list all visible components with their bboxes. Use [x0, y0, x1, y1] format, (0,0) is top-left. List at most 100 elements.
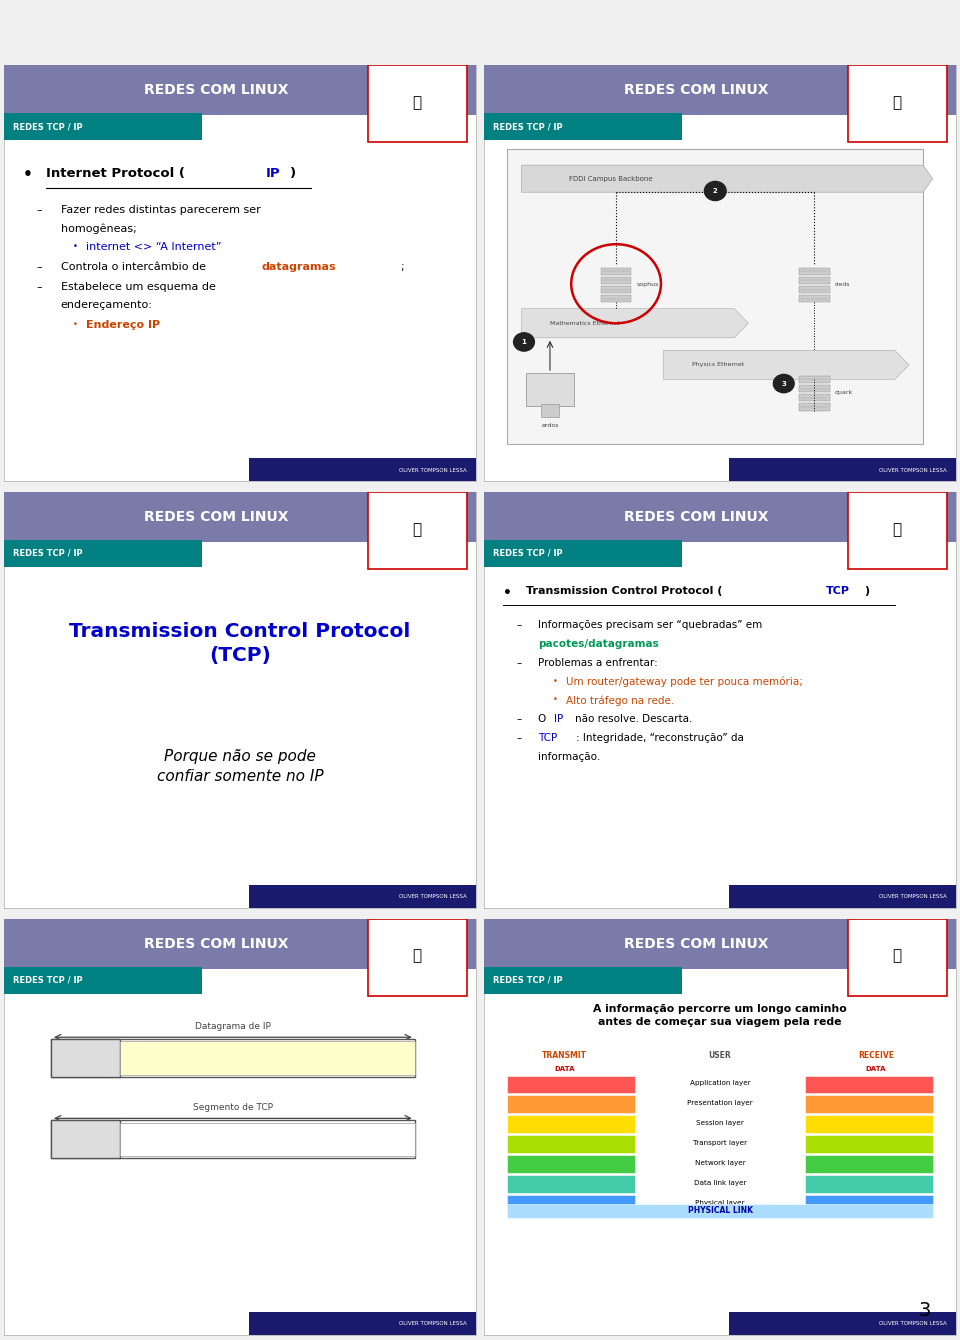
Text: Mathematics Ethernet: Mathematics Ethernet — [550, 320, 620, 326]
Text: A informação percorre um longo caminho
antes de começar sua viagem pela rede: A informação percorre um longo caminho a… — [593, 1004, 847, 1028]
Bar — [484, 66, 956, 115]
Text: PHYSICAL LINK: PHYSICAL LINK — [687, 1206, 753, 1215]
Bar — [120, 1123, 415, 1156]
Text: TRANSMIT: TRANSMIT — [541, 1051, 587, 1060]
Text: Network layer: Network layer — [695, 1160, 745, 1166]
Bar — [508, 1076, 635, 1093]
Text: REDES COM LINUX: REDES COM LINUX — [144, 511, 289, 524]
Text: Internet Protocol (: Internet Protocol ( — [46, 168, 185, 181]
Bar — [805, 1135, 932, 1152]
Text: DATA: DATA — [554, 1067, 574, 1072]
Text: Physics Ethernet: Physics Ethernet — [691, 362, 744, 367]
Text: REDES TCP / IP: REDES TCP / IP — [493, 122, 563, 131]
Bar — [508, 1115, 635, 1132]
Text: REDES COM LINUX: REDES COM LINUX — [624, 83, 769, 98]
Bar — [484, 966, 683, 993]
Text: Um router/gateway pode ter pouca memória;: Um router/gateway pode ter pouca memória… — [566, 677, 804, 687]
Bar — [508, 1155, 635, 1172]
Text: Problemas a enfrentar:: Problemas a enfrentar: — [539, 658, 658, 669]
Bar — [51, 1040, 120, 1077]
Bar — [368, 919, 467, 996]
Bar — [508, 1096, 635, 1114]
Bar — [730, 1312, 956, 1335]
Text: quark: quark — [834, 390, 852, 395]
Text: 🐧: 🐧 — [413, 949, 421, 963]
Text: Transmission Control Protocol (: Transmission Control Protocol ( — [526, 586, 723, 595]
Bar — [508, 1135, 635, 1152]
Bar — [484, 492, 956, 541]
Text: 2: 2 — [713, 188, 718, 194]
Text: FDDI Campus Backbone: FDDI Campus Backbone — [569, 176, 653, 182]
Bar — [799, 295, 829, 303]
Text: ;: ; — [400, 261, 404, 272]
Text: Informações precisam ser “quebradas” em: Informações precisam ser “quebradas” em — [539, 620, 762, 630]
Text: pacotes/datagramas: pacotes/datagramas — [539, 639, 659, 649]
Text: REDES COM LINUX: REDES COM LINUX — [144, 83, 289, 98]
Bar — [4, 113, 203, 141]
Text: OLIVER TOMPSON LESSA: OLIVER TOMPSON LESSA — [399, 468, 467, 473]
Bar — [799, 268, 829, 275]
Text: datagramas: datagramas — [261, 261, 336, 272]
Text: : Integridade, “reconstrução” da: : Integridade, “reconstrução” da — [576, 733, 744, 744]
Text: TCP: TCP — [539, 733, 558, 744]
Text: informação.: informação. — [539, 752, 600, 762]
Text: OLIVER TOMPSON LESSA: OLIVER TOMPSON LESSA — [879, 1321, 947, 1325]
Circle shape — [774, 374, 794, 393]
Text: •: • — [503, 586, 512, 599]
Text: Endereço IP: Endereço IP — [86, 320, 160, 330]
Text: REDES TCP / IP: REDES TCP / IP — [13, 976, 83, 985]
Text: O: O — [539, 714, 550, 724]
Bar — [805, 1175, 932, 1193]
Text: 1: 1 — [521, 339, 526, 344]
Text: Estabelece um esquema de: Estabelece um esquema de — [60, 281, 215, 292]
Bar — [250, 886, 476, 909]
Text: 🐧: 🐧 — [893, 523, 901, 537]
Bar — [250, 458, 476, 481]
Bar — [120, 1041, 415, 1075]
Text: •: • — [23, 168, 33, 182]
Text: –: – — [36, 205, 42, 214]
Text: Datagrama de IP: Datagrama de IP — [195, 1022, 271, 1030]
Text: OLIVER TOMPSON LESSA: OLIVER TOMPSON LESSA — [879, 894, 947, 899]
Bar — [508, 149, 924, 444]
Text: sophus: sophus — [636, 281, 659, 287]
Bar — [4, 540, 203, 567]
Bar — [4, 919, 476, 969]
Bar — [526, 373, 573, 406]
Text: REDES COM LINUX: REDES COM LINUX — [624, 937, 769, 950]
Text: internet <> “A Internet”: internet <> “A Internet” — [86, 243, 222, 252]
Text: RECEIVE: RECEIVE — [858, 1051, 894, 1060]
Bar — [848, 919, 947, 996]
Text: 🐧: 🐧 — [413, 95, 421, 110]
Text: IP: IP — [266, 168, 280, 181]
Text: –: – — [516, 658, 522, 669]
Text: •: • — [72, 320, 77, 328]
Text: OLIVER TOMPSON LESSA: OLIVER TOMPSON LESSA — [879, 468, 947, 473]
Text: TCP: TCP — [827, 586, 851, 595]
Polygon shape — [521, 165, 932, 192]
Bar — [805, 1096, 932, 1114]
Text: Transport layer: Transport layer — [693, 1140, 747, 1146]
Bar — [799, 385, 829, 393]
Bar — [730, 886, 956, 909]
Text: Segmento de TCP: Segmento de TCP — [193, 1103, 273, 1112]
Text: –: – — [516, 620, 522, 630]
Circle shape — [514, 332, 535, 351]
Text: REDES TCP / IP: REDES TCP / IP — [13, 548, 83, 557]
Bar — [368, 492, 467, 570]
Text: REDES COM LINUX: REDES COM LINUX — [624, 511, 769, 524]
Bar — [51, 1120, 120, 1158]
Bar — [799, 375, 829, 383]
Bar — [601, 285, 632, 293]
Bar — [508, 1195, 635, 1213]
Text: 🐧: 🐧 — [413, 523, 421, 537]
Text: ): ) — [864, 586, 869, 595]
Bar — [508, 1203, 932, 1218]
Bar — [799, 276, 829, 284]
Text: Controla o intercâmbio de: Controla o intercâmbio de — [60, 261, 209, 272]
Bar — [4, 966, 203, 993]
Text: IP: IP — [554, 714, 563, 724]
Text: Data link layer: Data link layer — [694, 1179, 746, 1186]
Text: ): ) — [290, 168, 296, 181]
Text: erdos: erdos — [541, 423, 559, 427]
